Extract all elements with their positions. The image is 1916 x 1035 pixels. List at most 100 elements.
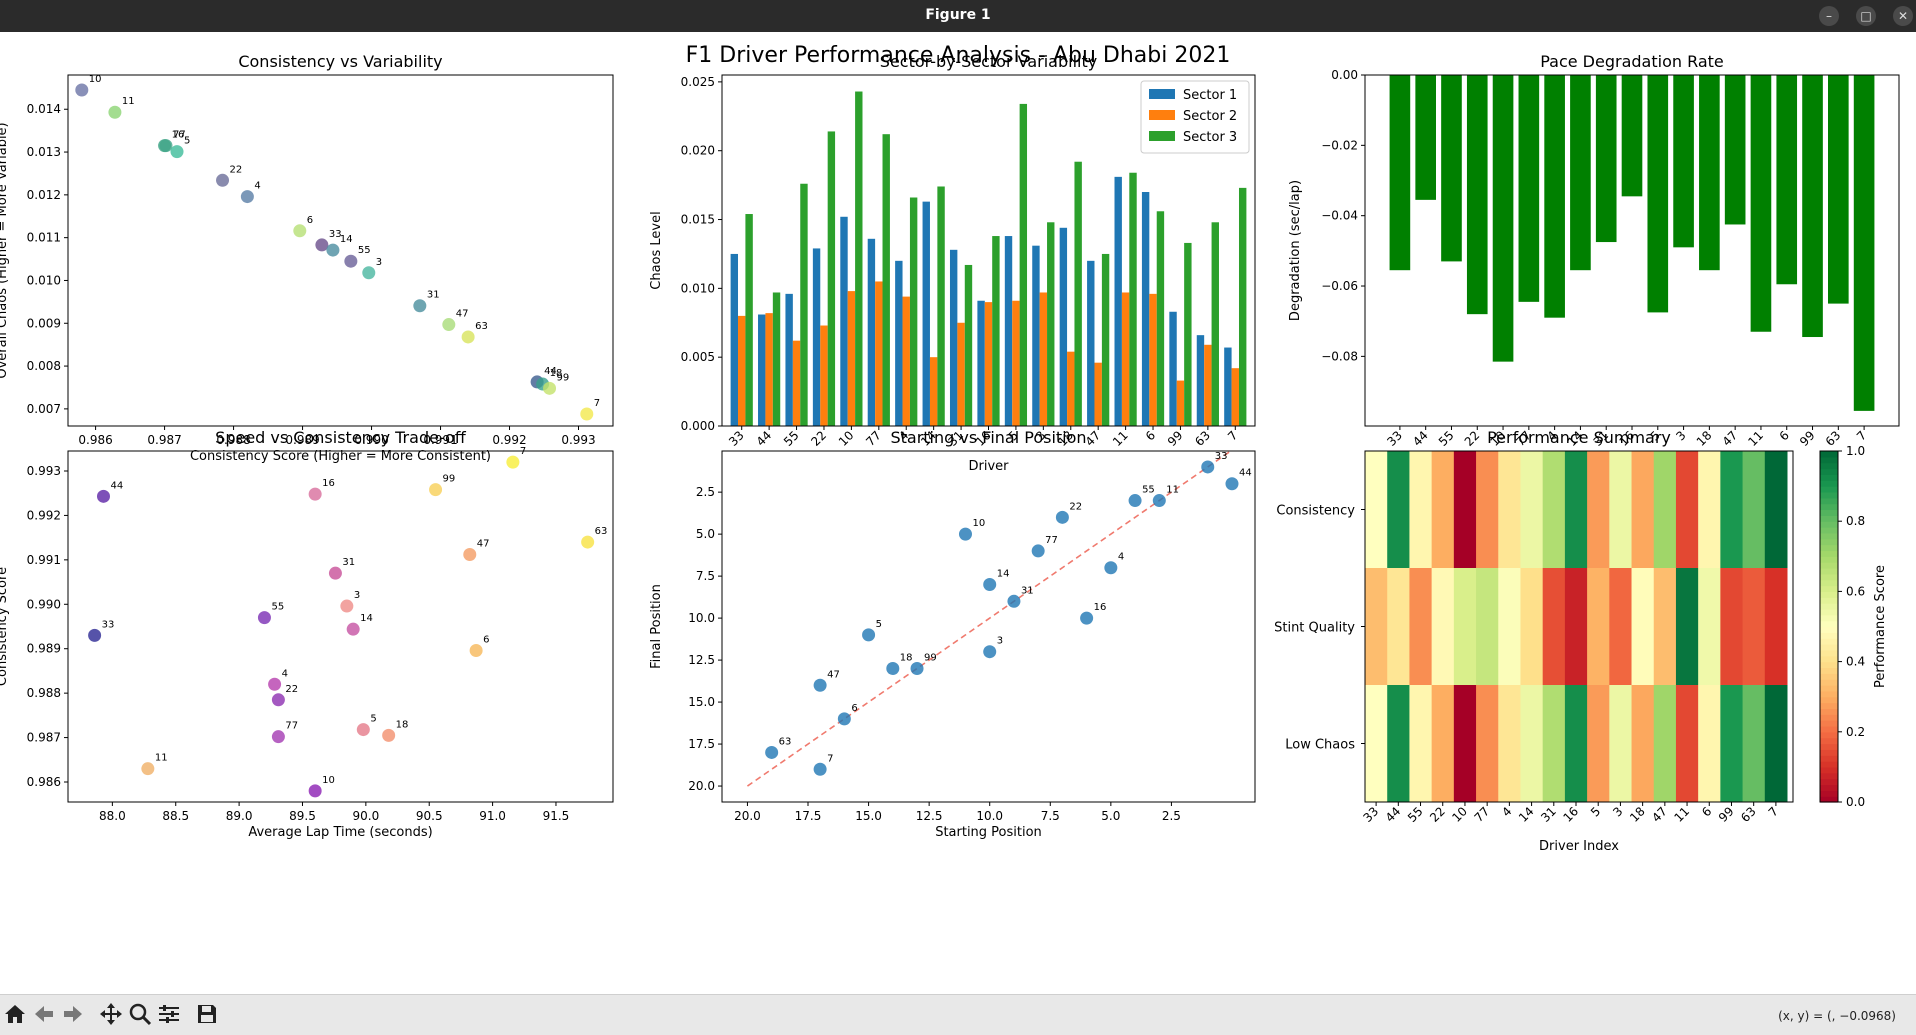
bar-sector-2 xyxy=(1012,300,1020,426)
degradation-bar xyxy=(1570,75,1591,271)
x-tick-label: 2.5 xyxy=(1162,809,1181,823)
x-tick-label: 18 xyxy=(1627,804,1648,825)
x-tick-label: 6 xyxy=(1777,428,1792,443)
bar-sector-2 xyxy=(1094,362,1102,426)
point-label: 3 xyxy=(354,590,360,601)
point-label: 18 xyxy=(550,368,563,379)
maximize-icon[interactable]: □ xyxy=(1856,6,1876,26)
bar-sector-2 xyxy=(1121,292,1130,426)
data-point xyxy=(88,628,102,642)
heatmap-cell xyxy=(1631,451,1655,569)
colorbar-segment xyxy=(1820,784,1838,791)
point-label: 55 xyxy=(1142,485,1155,496)
colorbar-segment xyxy=(1820,720,1838,727)
bar-sector-1 xyxy=(840,216,848,426)
data-point xyxy=(442,318,456,332)
data-point xyxy=(271,693,285,707)
x-tick-label: 33 xyxy=(1384,428,1405,449)
colorbar-segment xyxy=(1820,538,1838,546)
forward-icon[interactable] xyxy=(60,1001,86,1027)
data-point xyxy=(308,487,322,501)
y-axis-label: Final Position xyxy=(649,584,664,669)
reference-line xyxy=(746,449,1233,787)
data-point xyxy=(837,712,851,726)
x-tick-label: 22 xyxy=(1462,428,1483,449)
x-tick-label: 4 xyxy=(1499,804,1514,819)
colorbar-segment xyxy=(1820,550,1838,557)
bar-sector-2 xyxy=(1204,344,1212,426)
heatmap-cell xyxy=(1564,451,1588,569)
data-point xyxy=(958,527,972,541)
data-point xyxy=(362,266,376,280)
y-tick-label: 0.991 xyxy=(27,553,61,567)
bar-sector-3 xyxy=(745,214,753,426)
heatmap-cell xyxy=(1409,685,1433,803)
data-point xyxy=(429,483,443,497)
data-point xyxy=(346,622,360,636)
colorbar-segment xyxy=(1820,644,1838,651)
colorbar-segment xyxy=(1820,737,1838,745)
point-label: 44 xyxy=(110,480,123,491)
bar-sector-1 xyxy=(1114,176,1122,426)
x-tick-label: 47 xyxy=(1649,804,1670,825)
bar-sector-2 xyxy=(957,322,965,426)
colorbar-segment xyxy=(1820,468,1838,475)
x-tick-label: 15.0 xyxy=(855,809,882,823)
colorbar-segment xyxy=(1820,679,1838,686)
close-icon[interactable]: ✕ xyxy=(1893,6,1913,26)
heatmap-cell xyxy=(1631,685,1655,803)
colorbar-segment xyxy=(1820,503,1838,511)
degradation-bar xyxy=(1647,75,1669,313)
colorbar-segment xyxy=(1820,608,1838,616)
point-label: 22 xyxy=(1069,501,1082,512)
heatmap-cell xyxy=(1564,685,1588,803)
degradation-bar xyxy=(1724,75,1746,225)
save-icon[interactable] xyxy=(194,1001,220,1027)
y-tick-label: 5.0 xyxy=(696,527,715,541)
bar-sector-3 xyxy=(1156,211,1165,426)
degradation-bar xyxy=(1595,75,1617,243)
bar-sector-1 xyxy=(1004,236,1013,426)
pan-icon[interactable] xyxy=(98,1001,124,1027)
data-point xyxy=(257,611,271,625)
bar-sector-1 xyxy=(949,249,958,426)
x-tick-label: 10 xyxy=(1449,804,1470,825)
bar-sector-2 xyxy=(792,340,801,426)
minimize-icon[interactable]: – xyxy=(1819,6,1839,26)
x-tick-label: 12.5 xyxy=(916,809,943,823)
window-titlebar: Figure 1 – □ ✕ xyxy=(0,0,1916,32)
bar-sector-2 xyxy=(1231,368,1239,426)
degradation-bar xyxy=(1415,75,1436,200)
colorbar-tick-label: 0.2 xyxy=(1846,725,1865,739)
colorbar-segment xyxy=(1820,649,1838,657)
back-icon[interactable] xyxy=(31,1001,57,1027)
legend-label: Sector 2 xyxy=(1183,109,1237,124)
x-axis-label: Average Lap Time (seconds) xyxy=(248,825,432,840)
x-tick-label: 7 xyxy=(1854,428,1869,443)
heatmap-cell xyxy=(1698,685,1721,803)
zoom-icon[interactable] xyxy=(127,1001,153,1027)
data-point xyxy=(1152,494,1166,508)
home-icon[interactable] xyxy=(2,1001,28,1027)
bar-sector-3 xyxy=(909,197,918,426)
heatmap-cell xyxy=(1587,451,1610,569)
heatmap-cell xyxy=(1742,451,1766,569)
point-label: 7 xyxy=(594,398,600,409)
heatmap-cell xyxy=(1431,451,1455,569)
data-point xyxy=(1055,510,1069,524)
heatmap-cell xyxy=(1653,685,1677,803)
bar-sector-1 xyxy=(1087,260,1095,426)
y-tick-label: 0.014 xyxy=(27,102,61,116)
y-tick-label: 0.009 xyxy=(27,316,61,330)
data-point xyxy=(326,243,340,257)
heatmap-cell xyxy=(1742,685,1766,803)
plot-frame xyxy=(721,450,1256,803)
configure-icon[interactable] xyxy=(156,1001,182,1027)
plot-frame xyxy=(1364,74,1900,427)
y-tick-label: 0.012 xyxy=(27,188,61,202)
y-tick-label: 0.988 xyxy=(27,686,61,700)
heatmap-cell xyxy=(1431,685,1455,803)
y-tick-label: 0.011 xyxy=(27,231,61,245)
bar-sector-3 xyxy=(992,236,1000,426)
bar-sector-1 xyxy=(867,238,876,426)
